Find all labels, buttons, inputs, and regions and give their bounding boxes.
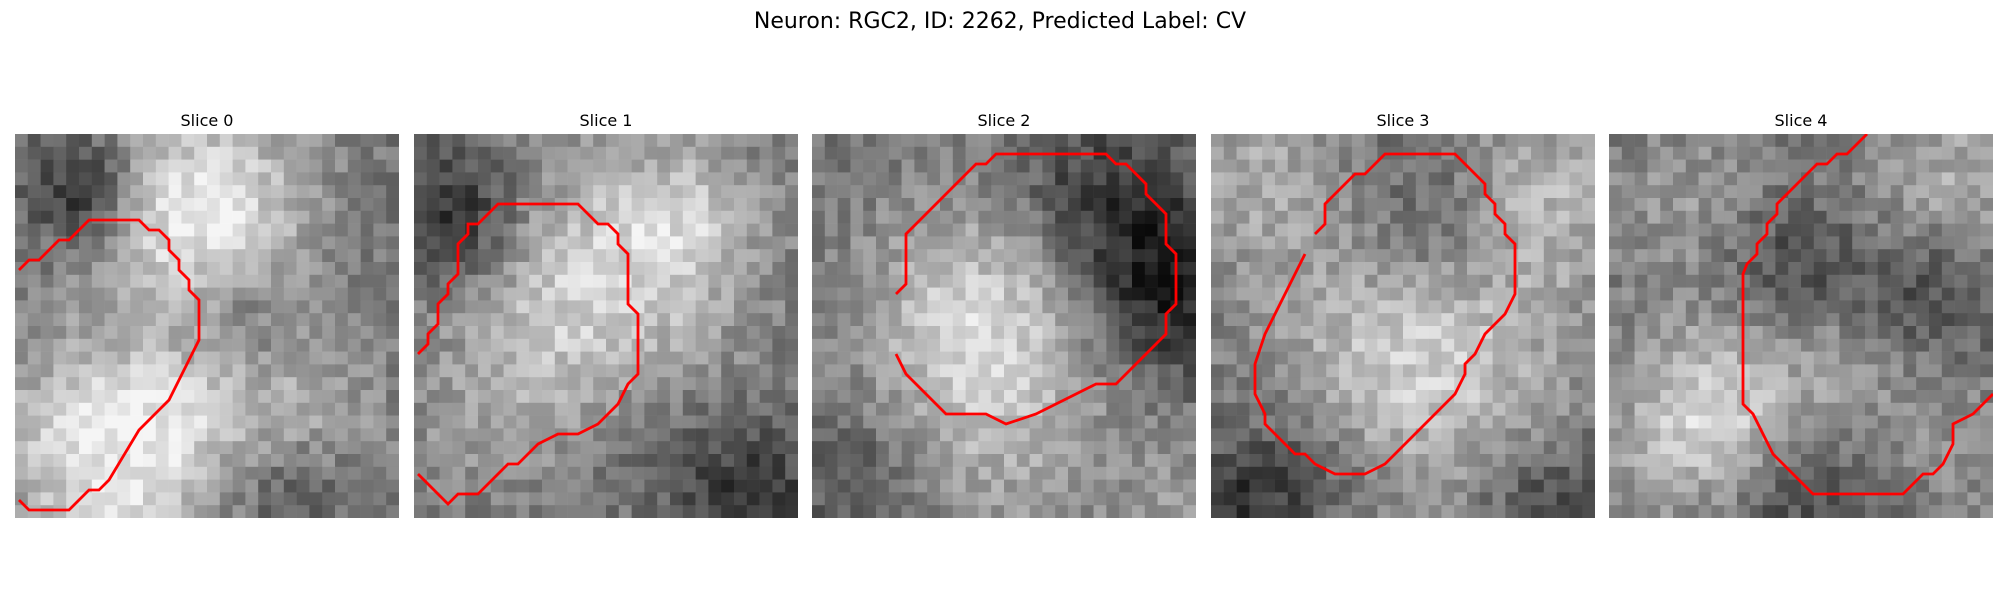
neuron-contour xyxy=(1741,134,1993,496)
figure-title: Neuron: RGC2, ID: 2262, Predicted Label:… xyxy=(753,9,1247,34)
slice-title: Slice 3 xyxy=(1376,111,1430,130)
pixel-grid xyxy=(414,134,798,518)
pixel-grid xyxy=(1609,134,1993,518)
slice-title: Slice 0 xyxy=(180,111,234,130)
slice-image xyxy=(1609,134,1993,518)
neuron-contour xyxy=(1253,152,1517,476)
neuron-contour xyxy=(18,218,201,512)
slice-image xyxy=(15,134,399,518)
slice-image xyxy=(1211,134,1595,518)
pixel-grid xyxy=(812,134,1196,518)
slice-panel-3: Slice 3 xyxy=(1211,111,1595,522)
neuron-contour xyxy=(894,152,1178,426)
pixel-grid xyxy=(1211,134,1595,518)
slice-image xyxy=(812,134,1196,518)
pixel-grid xyxy=(15,134,399,518)
slice-title: Slice 2 xyxy=(977,111,1031,130)
slice-panel-2: Slice 2 xyxy=(812,111,1196,522)
slice-title: Slice 4 xyxy=(1774,111,1828,130)
slice-panel-0: Slice 0 xyxy=(15,111,399,522)
slice-image xyxy=(414,134,798,518)
slice-panel-4: Slice 4 xyxy=(1609,111,1993,522)
slice-title: Slice 1 xyxy=(579,111,633,130)
slice-panel-1: Slice 1 xyxy=(414,111,798,522)
neuron-contour xyxy=(417,202,640,506)
